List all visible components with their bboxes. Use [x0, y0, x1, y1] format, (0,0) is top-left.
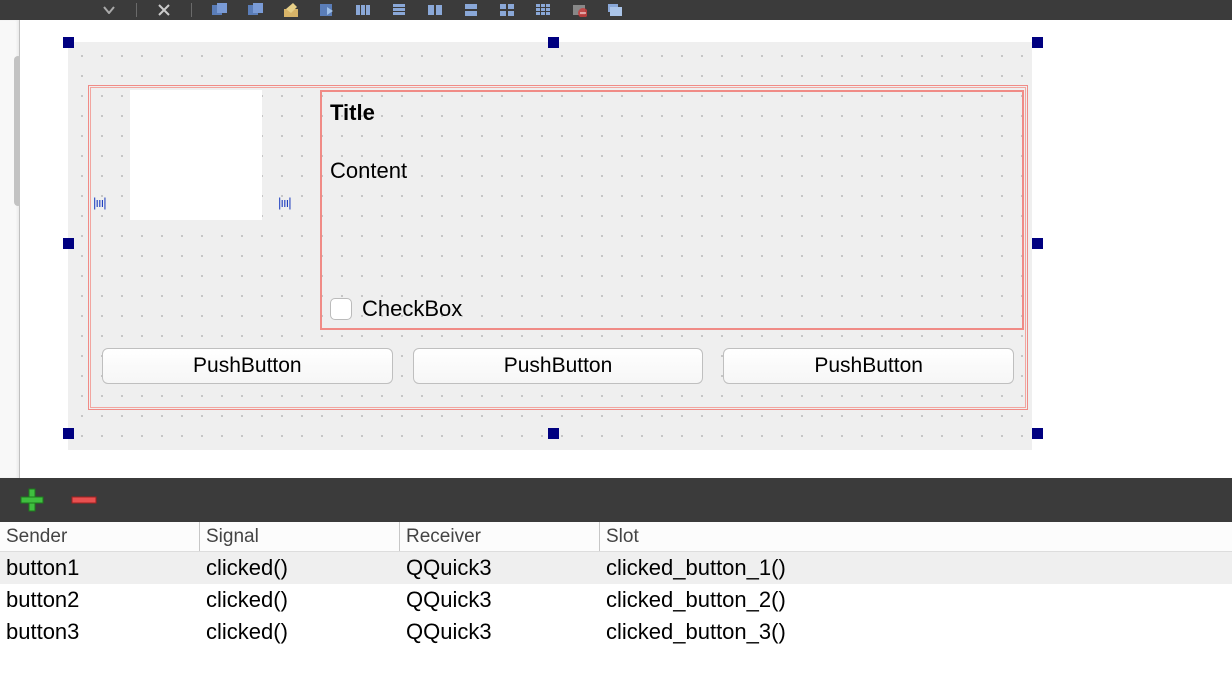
horizontal-spacer-left[interactable]: |ııı| — [93, 195, 106, 210]
push-button-1[interactable]: PushButton — [102, 348, 393, 384]
header-sender[interactable]: Sender — [0, 522, 200, 551]
header-slot[interactable]: Slot — [600, 522, 1232, 551]
signals-panel-toolbar — [0, 478, 1232, 522]
push-button-2[interactable]: PushButton — [413, 348, 704, 384]
cell-sender: button1 — [0, 552, 200, 584]
cell-slot: clicked_button_3() — [600, 616, 1232, 648]
checkbox-label: CheckBox — [362, 296, 462, 322]
selection-handle[interactable] — [63, 238, 74, 249]
separator — [136, 3, 137, 17]
close-x-icon[interactable] — [155, 2, 173, 18]
tool-icon-1[interactable] — [210, 2, 228, 18]
button-label: PushButton — [193, 354, 302, 378]
layout-vertical-icon[interactable] — [390, 2, 408, 18]
table-row[interactable]: button1 clicked() QQuick3 clicked_button… — [0, 552, 1232, 584]
selection-handle[interactable] — [1032, 238, 1043, 249]
design-canvas[interactable]: |ııı| |ııı| Title Content CheckBox PushB… — [20, 20, 1232, 478]
signals-slots-table[interactable]: Sender Signal Receiver Slot button1 clic… — [0, 522, 1232, 648]
tool-icon-2[interactable] — [246, 2, 264, 18]
table-row[interactable]: button2 clicked() QQuick3 clicked_button… — [0, 584, 1232, 616]
selection-handle[interactable] — [1032, 428, 1043, 439]
checkbox-widget[interactable]: CheckBox — [330, 296, 462, 322]
layout-split-h-icon[interactable] — [426, 2, 444, 18]
add-connection-icon[interactable] — [18, 486, 46, 514]
horizontal-spacer-right[interactable]: |ııı| — [278, 195, 291, 210]
header-signal[interactable]: Signal — [200, 522, 400, 551]
image-placeholder[interactable] — [130, 90, 262, 220]
tool-icon-3[interactable] — [282, 2, 300, 18]
cell-receiver: QQuick3 — [400, 584, 600, 616]
left-ruler — [0, 20, 20, 478]
selection-handle[interactable] — [63, 37, 74, 48]
header-receiver[interactable]: Receiver — [400, 522, 600, 551]
cell-sender: button3 — [0, 616, 200, 648]
remove-connection-icon[interactable] — [70, 495, 98, 505]
layout-grid3-icon[interactable] — [534, 2, 552, 18]
title-label[interactable]: Title — [330, 100, 375, 126]
selection-handle[interactable] — [1032, 37, 1043, 48]
selection-handle[interactable] — [548, 37, 559, 48]
cell-signal: clicked() — [200, 584, 400, 616]
cell-receiver: QQuick3 — [400, 552, 600, 584]
layout-grid2-icon[interactable] — [498, 2, 516, 18]
table-row[interactable]: button3 clicked() QQuick3 clicked_button… — [0, 616, 1232, 648]
break-layout-icon[interactable] — [570, 2, 588, 18]
cell-slot: clicked_button_1() — [600, 552, 1232, 584]
separator — [191, 3, 192, 17]
layout-horizontal-icon[interactable] — [354, 2, 372, 18]
checkbox-box[interactable] — [330, 298, 352, 320]
button-label: PushButton — [504, 354, 613, 378]
content-label[interactable]: Content — [330, 158, 407, 184]
layout-split-v-icon[interactable] — [462, 2, 480, 18]
cell-signal: clicked() — [200, 616, 400, 648]
content-vertical-layout[interactable] — [320, 90, 1024, 330]
adjust-size-icon[interactable] — [606, 2, 624, 18]
cell-sender: button2 — [0, 584, 200, 616]
cell-slot: clicked_button_2() — [600, 584, 1232, 616]
cell-signal: clicked() — [200, 552, 400, 584]
top-toolbar — [0, 0, 1232, 20]
button-label: PushButton — [814, 354, 923, 378]
selection-handle[interactable] — [63, 428, 74, 439]
dropdown-icon[interactable] — [100, 2, 118, 18]
push-button-3[interactable]: PushButton — [723, 348, 1014, 384]
cell-receiver: QQuick3 — [400, 616, 600, 648]
table-header: Sender Signal Receiver Slot — [0, 522, 1232, 552]
selection-handle[interactable] — [548, 428, 559, 439]
tool-icon-4[interactable] — [318, 2, 336, 18]
